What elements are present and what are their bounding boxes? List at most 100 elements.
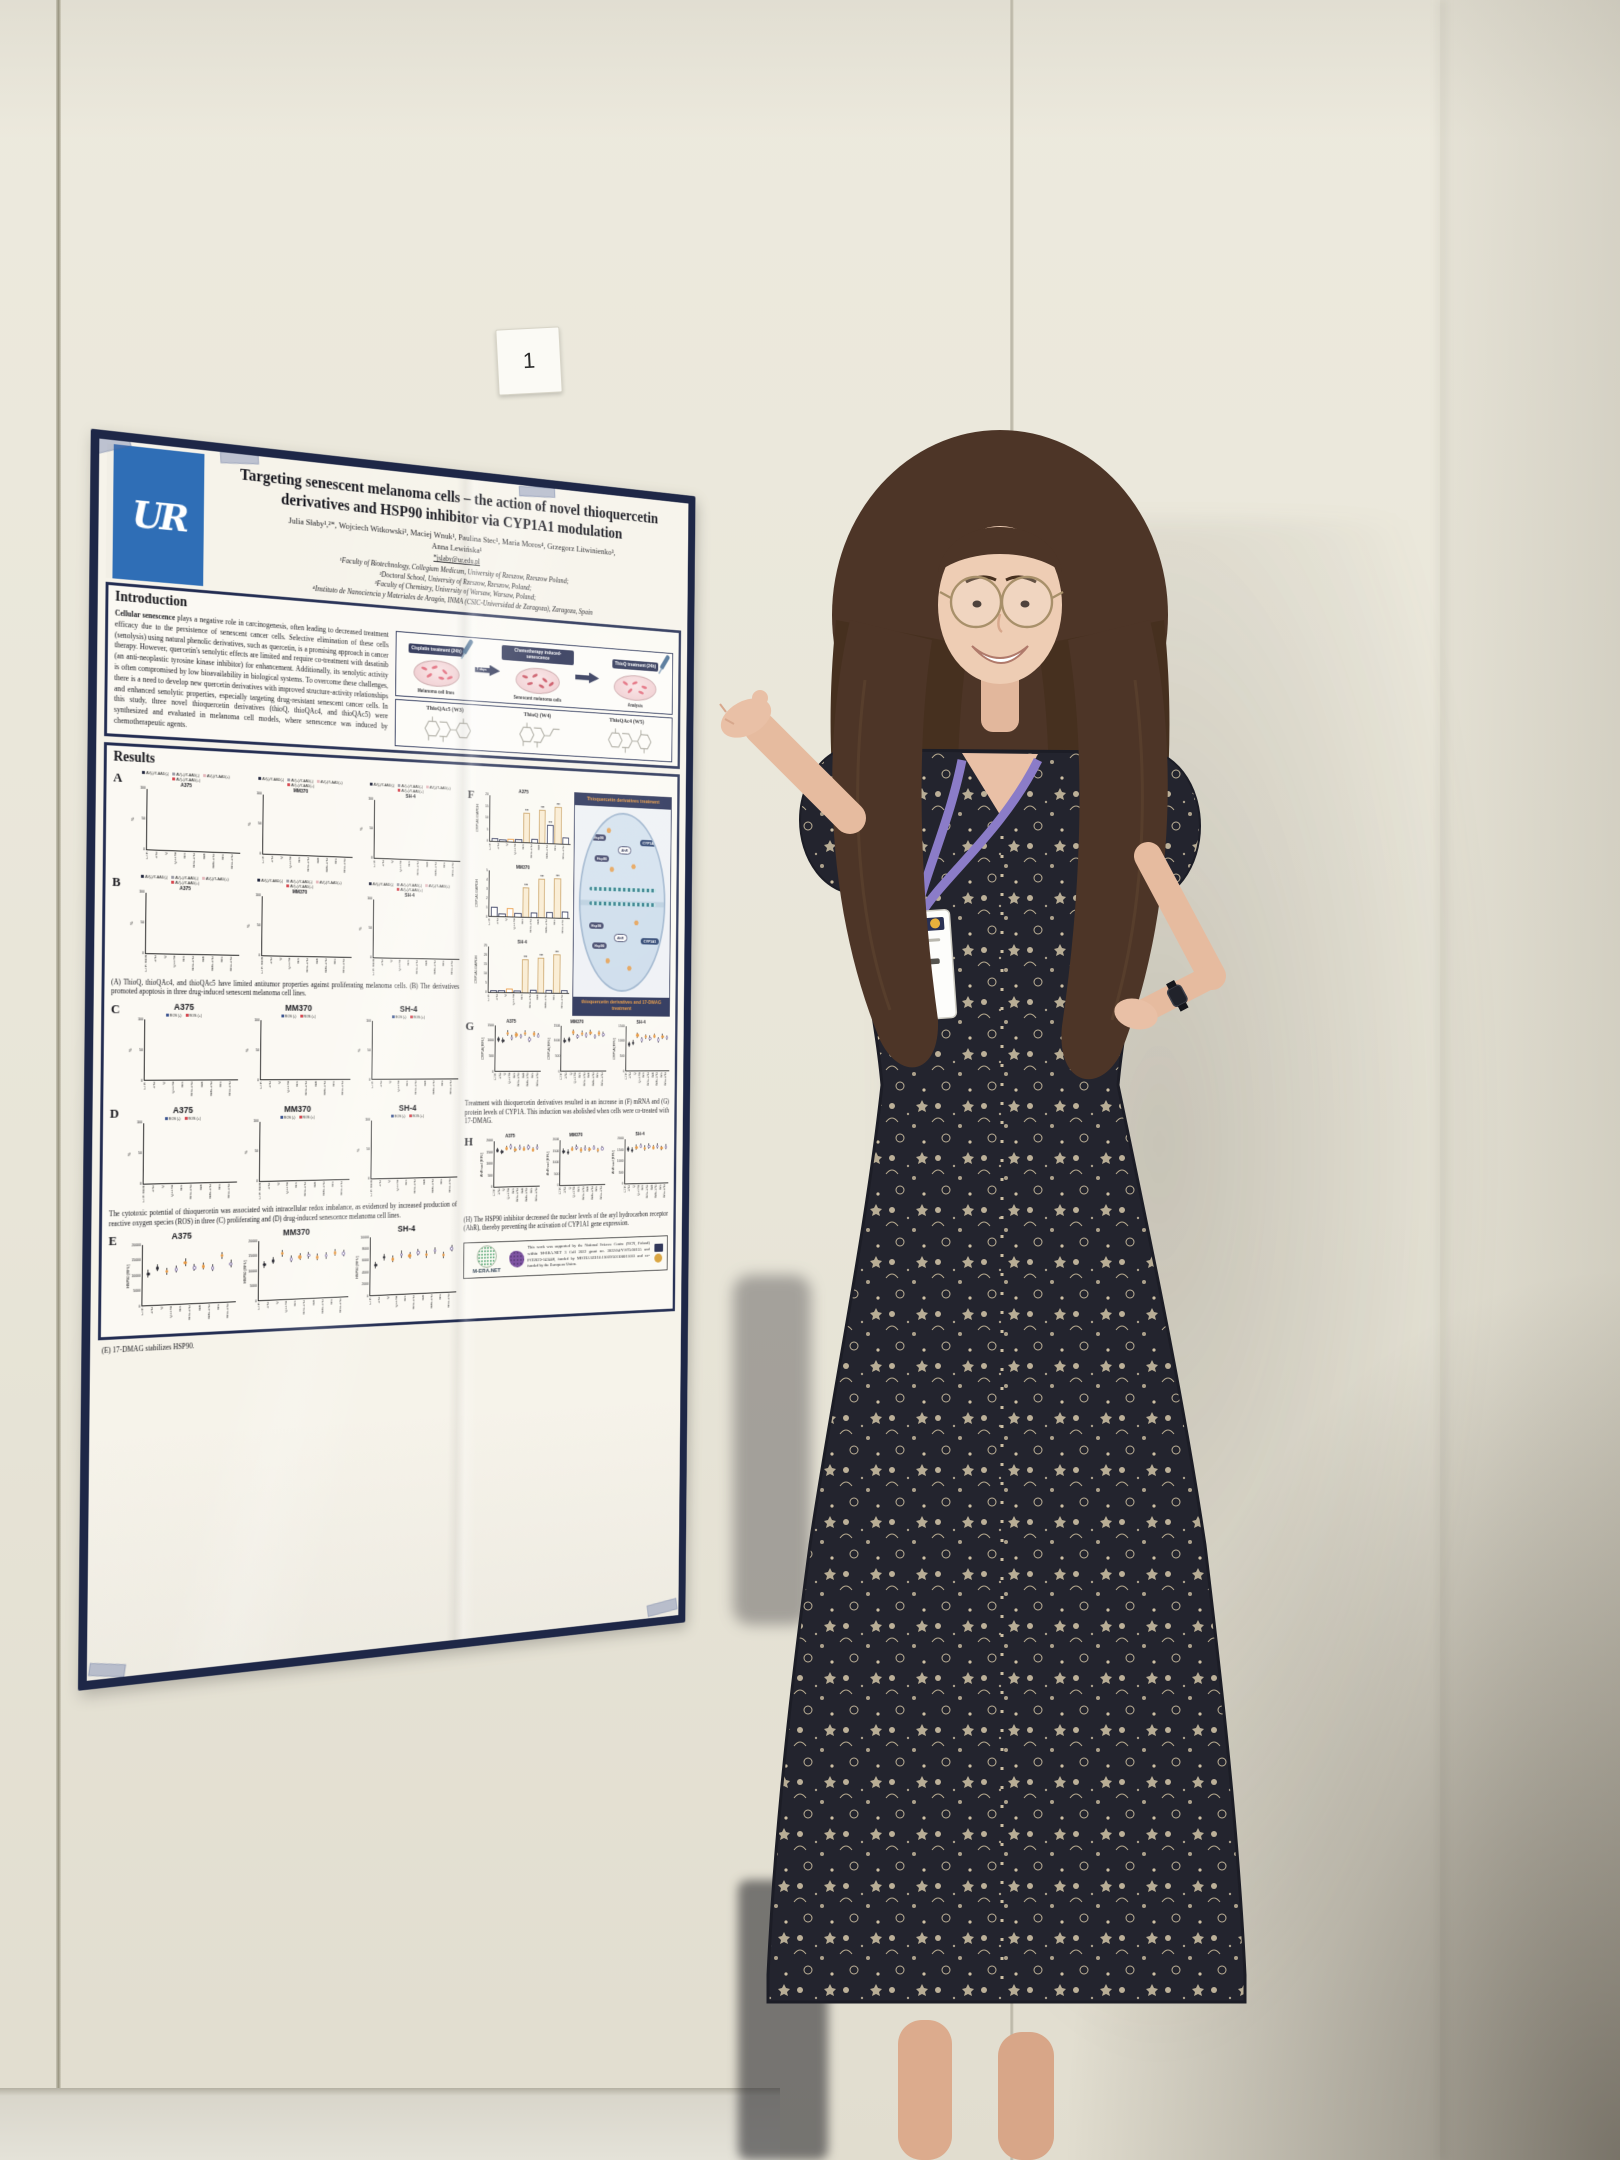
x-axis-labels: CTR SEN 17D Q Q+17D W3 W3+17D W4 W4+17D W5 W5+17D xyxy=(372,958,454,975)
chart-H-MM370: MM370 AhRnucl [RFU] 0 500 1000 1500 2000 CTR 17D… xyxy=(545,1132,606,1206)
compound-structure: ThioQAc4 (W5) xyxy=(598,716,654,757)
partner-logo-icon xyxy=(654,1253,663,1263)
plot-area xyxy=(142,1122,238,1185)
panel-D-charts: D A375 ROS (-) ROS (+)% 0 50 100 CTR SEN 17D Q Q+1… xyxy=(109,1103,458,1208)
partner-logo-icon xyxy=(654,1243,663,1253)
eye xyxy=(972,600,982,608)
floor xyxy=(0,2088,780,2160)
treatment-box-1: Cisplatin treatment (24h) xyxy=(408,643,464,658)
mera-net-logo: M-ERA.NET xyxy=(467,1245,506,1275)
outline-bar: *** xyxy=(553,951,561,993)
outline-bar xyxy=(491,838,499,841)
outline-bar xyxy=(530,912,538,918)
smile xyxy=(971,645,1029,664)
outline-bar: *** xyxy=(522,883,530,918)
outline-bar: *** xyxy=(553,875,562,918)
x-axis-labels: CTR 17D Q Q+17D W3 W3+17D W4 W4+17D W5 W5+17D xyxy=(145,851,234,869)
dot-column xyxy=(601,1026,606,1070)
outline-bar: *** xyxy=(546,821,554,843)
ahr-pill: AhR xyxy=(617,845,632,855)
plot-area xyxy=(144,892,240,956)
workflow-step-3: ThioQ treatment (24h) Analysis xyxy=(601,652,671,710)
panel-B-charts: B AV(-)/7-AAD(-) AV(+)/7-AAD(-) AV(-)/7-AAD… xyxy=(111,874,460,980)
x-axis-labels: CTR 17D Q Q+17D W3 W3+17D W4 W4+17D W5 W5+17D xyxy=(143,1081,232,1097)
arrow-label: 7 days xyxy=(476,666,487,672)
panel-H-charts: H A375 AhRnucl [RFU] 0 500 1000 1500 2000 CTR 17D… xyxy=(464,1131,669,1208)
plot-area xyxy=(370,1119,458,1180)
panel-letter-B: B xyxy=(112,873,121,889)
chart-G-A375: A375 CYP1A [RFU] 0 500 1000 1500 CTR 17D Q Q+17D W… xyxy=(480,1018,542,1092)
outline-bar xyxy=(562,837,570,844)
mechanism-banner-bottom: thioquercetin derivatives and 17-DMAG tr… xyxy=(573,996,670,1016)
plot-area xyxy=(369,1234,457,1297)
x-axis-labels: CTR 17D Q Q+17D W3 W3+17D W4 W4+17D W5 W5+17D xyxy=(257,1298,342,1315)
chart-D-A375: A375 ROS (-) ROS (+)% 0 50 100 CTR SEN 17D Q Q+17… xyxy=(126,1105,238,1207)
molecule-icon xyxy=(609,867,614,873)
molecule-icon xyxy=(415,712,475,748)
chart-D-SH-4: SH-4 ROS (-) ROS (+)% 0 50 100 CTR SEN 17D Q Q+17… xyxy=(355,1103,458,1201)
compound-structure: ThioQ (W4) xyxy=(508,710,566,752)
cyp1a1-pill: CYP1A1 xyxy=(641,937,659,945)
wall-seam xyxy=(1437,0,1447,2160)
plot-area xyxy=(259,1020,351,1081)
plot-area xyxy=(559,1139,606,1186)
x-axis-labels: CTR 17D Q Q+17D W3 W3+17D W4 W4+17D W5 W5+17D xyxy=(559,1185,603,1200)
dot-column xyxy=(664,1026,669,1070)
plot-area xyxy=(143,1019,239,1081)
workflow-label-1: Melanoma cell lines xyxy=(417,688,455,696)
caption-panel-h: (H) The HSP90 inhibitor decreased the nu… xyxy=(463,1209,669,1233)
chart-B-MM370: AV(-)/7-AAD(-) AV(+)/7-AAD(-) AV(-)/7-AAD(… xyxy=(245,878,353,978)
x-axis-labels: CTR 17D Q Q+17D W3 W3+17D W4 W4+17D W5 W5+17D xyxy=(141,1303,230,1320)
mera-net-label: M-ERA.NET xyxy=(472,1268,501,1275)
wall-seam xyxy=(56,0,61,2160)
chart-H-A375: A375 AhRnucl [RFU] 0 500 1000 1500 2000 CTR 17D Q… xyxy=(479,1133,541,1208)
petri-dish-icon xyxy=(515,666,560,696)
panel-letter-H: H xyxy=(464,1134,474,1149)
nose xyxy=(997,613,1003,634)
plot-area: *** *** *** xyxy=(488,870,571,920)
chart-E-A375: A375 HSP90 [RFU] 0 5000 10000 15000 20000 CTR 17… xyxy=(125,1230,237,1330)
outline-bar xyxy=(515,839,523,842)
outline-bar: *** xyxy=(538,875,546,918)
panel-letter-D: D xyxy=(109,1105,119,1121)
chart-B-A375: AV(-)/7-AAD(-) AV(+)/7-AAD(-) AV(-)/7-AAD(… xyxy=(129,874,240,977)
plot-area xyxy=(371,1020,459,1080)
chest xyxy=(962,753,1038,818)
x-axis-labels: CTR 17D Q Q+17D W3 W3+17D W4 W4+17D W5 W5+17D xyxy=(488,917,565,934)
hsp90-pill: Hsp90 xyxy=(591,941,607,949)
molecule-icon xyxy=(627,966,632,972)
pipette-icon xyxy=(462,638,474,656)
panel-F-charts: F A375 CYP1A1/GAPDH 0 5 10 15 20 *** *** *** *** CTR… xyxy=(466,787,571,1016)
panel-C-charts: C A375 ROS (-) ROS (+)% 0 50 100 CTR 17D Q Q+17D W3… xyxy=(110,1001,459,1102)
chart-title: MM370 xyxy=(285,1003,313,1013)
chart-D-MM370: MM370 ROS (-) ROS (+)% 0 50 100 CTR SEN 17D Q Q+1… xyxy=(243,1104,351,1204)
outline-bar xyxy=(490,906,498,917)
workflow-step-1: Cisplatin treatment (24h) Melanoma cell … xyxy=(399,636,474,697)
plot-area xyxy=(372,899,460,960)
introduction-paragraph: plays a negative role in carcinogenesis,… xyxy=(113,613,389,731)
x-axis-labels: CTR 17D Q Q+17D W3 W3+17D W4 W4+17D W5 W5+17D xyxy=(371,1080,453,1095)
dot-column xyxy=(663,1138,668,1182)
dot-column xyxy=(535,1140,540,1185)
results-grid: A AV(-)/7-AAD(-) AV(+)/7-AAD(-) AV(-)/7-AAD… xyxy=(108,768,672,1332)
introduction-text: Cellular senescence plays a negative rol… xyxy=(114,608,389,745)
x-axis-labels: CTR 17D Q Q+17D W3 W3+17D W4 W4+17D W5 W5+17D xyxy=(624,1072,668,1086)
cyp1a1-pill: CYP1A1 xyxy=(640,839,658,847)
x-axis-labels: CTR SEN 17D Q Q+17D W3 W3+17D W4 W4+17D W5 W5+17D xyxy=(144,954,233,972)
open-hand xyxy=(720,698,772,738)
plot-area xyxy=(257,1238,349,1302)
panel-letter-F: F xyxy=(467,786,475,802)
tape-piece xyxy=(88,1662,127,1678)
chart-E-MM370: MM370 HSP90 [RFU] 0 5000 10000 15000 20000 CTR 1… xyxy=(242,1226,349,1323)
chart-title: A375 xyxy=(173,1002,195,1013)
x-axis-labels: CTR 17D Q Q+17D W3 W3+17D W4 W4+17D W5 W5+17D xyxy=(261,855,347,873)
dot-column xyxy=(447,1234,456,1291)
molecule-icon xyxy=(631,864,636,870)
plot-area xyxy=(373,799,461,862)
caption-panels-fg: Treatment with thioquercetin derivatives… xyxy=(464,1098,670,1126)
chart-C-A375: A375 ROS (-) ROS (+)% 0 50 100 CTR 17D Q Q+17D W3 W… xyxy=(127,1002,239,1103)
chart-F-A375: A375 CYP1A1/GAPDH 0 5 10 15 20 *** *** *** *** CTR 1… xyxy=(475,787,571,865)
tape-piece xyxy=(219,451,260,465)
panel-F-and-diagram: F A375 CYP1A1/GAPDH 0 5 10 15 20 *** *** *** *** CTR… xyxy=(466,787,672,1017)
outline-bar xyxy=(546,912,553,918)
